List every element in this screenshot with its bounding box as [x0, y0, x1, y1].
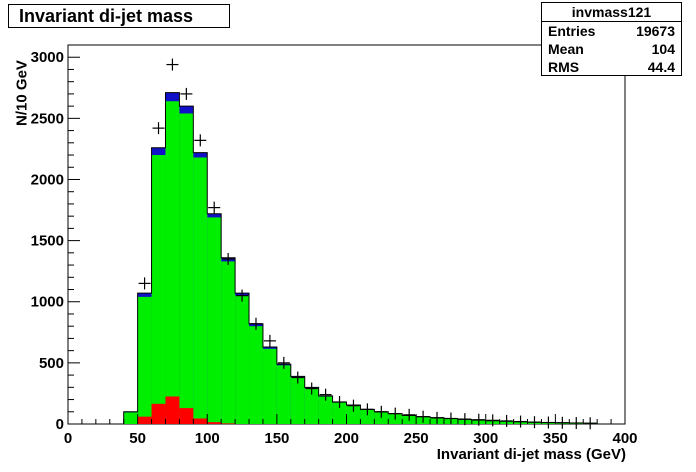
data-point-marker [263, 334, 276, 347]
data-point-marker [528, 416, 541, 429]
data-point-marker [542, 416, 555, 429]
bar-green [304, 388, 319, 424]
data-point-marker [361, 403, 374, 416]
data-point-marker [570, 417, 583, 430]
bar-red [207, 422, 222, 424]
data-point-marker [222, 252, 235, 265]
x-axis-label: Invariant di-jet mass (GeV) [436, 446, 626, 463]
x-tick-label: 200 [334, 430, 359, 447]
stats-entries-row: Entries 19673 [542, 22, 681, 40]
data-point-marker [138, 277, 151, 290]
y-tick-label: 2500 [31, 110, 64, 127]
data-point-marker [431, 411, 444, 424]
bar-green [137, 296, 152, 424]
y-axis-label-wrap: N/10 GeV [12, 38, 32, 148]
data-point-marker [152, 122, 165, 135]
data-point-marker [584, 417, 597, 430]
bar-red [137, 416, 152, 424]
stats-box: invmass121 Entries 19673 Mean 104 RMS 44… [541, 2, 682, 76]
data-point-marker [347, 399, 360, 412]
bar-red [165, 396, 180, 424]
chart-title: Invariant di-jet mass [8, 4, 230, 28]
stats-mean-label: Mean [548, 41, 584, 57]
y-tick-label: 500 [39, 355, 64, 372]
x-tick-label: 100 [195, 430, 220, 447]
bar-red [179, 408, 194, 424]
histogram-bars [123, 92, 598, 425]
data-point-marker [403, 408, 416, 421]
bar-green [332, 402, 347, 424]
data-point-marker [180, 87, 193, 100]
data-point-marker [305, 382, 318, 395]
bar-green [262, 348, 277, 424]
y-tick-label: 1500 [31, 233, 64, 250]
stats-rms-row: RMS 44.4 [542, 58, 681, 76]
bar-green [151, 155, 166, 424]
bar-green [290, 377, 305, 424]
bar-green [193, 157, 208, 424]
x-tick-label: 150 [264, 430, 289, 447]
data-point-marker [291, 371, 304, 384]
y-tick-label: 2000 [31, 171, 64, 188]
y-axis-label: N/10 GeV [13, 60, 31, 126]
data-markers [138, 58, 597, 430]
data-point-marker [514, 415, 527, 428]
x-tick-label: 250 [404, 430, 429, 447]
stats-rms-label: RMS [548, 59, 580, 75]
x-tick-label: 0 [64, 430, 72, 447]
bar-green [235, 295, 250, 424]
y-tick-label: 1000 [31, 294, 64, 311]
bar-green [360, 409, 375, 424]
data-point-marker [500, 414, 513, 427]
data-point-marker [236, 289, 249, 302]
bar-green [249, 326, 263, 424]
axes: 0 50 100 150 200 250 300 350 400 0 500 1000 1500 2000… [31, 44, 638, 447]
x-tick-label: 300 [473, 430, 498, 447]
data-point-marker [556, 416, 569, 429]
bar-red [151, 403, 166, 424]
y-tick-label: 3000 [31, 49, 64, 66]
bar-red [193, 418, 208, 424]
data-point-marker [166, 58, 179, 71]
x-tick-label: 350 [543, 430, 568, 447]
x-tick-label: 400 [612, 430, 637, 447]
bar-green [318, 396, 333, 424]
stats-name: invmass121 [542, 3, 681, 22]
bar-red [221, 423, 236, 424]
bar-green [346, 405, 361, 424]
bar-green [179, 113, 194, 425]
data-point-marker [194, 134, 207, 147]
stats-mean-value: 104 [651, 41, 675, 57]
data-point-marker [375, 405, 388, 418]
stats-entries-label: Entries [548, 23, 596, 39]
data-point-marker [333, 395, 346, 408]
stats-rms-value: 44.4 [647, 59, 675, 75]
data-point-marker [458, 413, 471, 426]
data-point-marker [208, 201, 221, 214]
data-point-marker [277, 356, 290, 369]
data-point-marker [472, 413, 485, 426]
y-tick-label: 0 [56, 416, 64, 433]
bar-green [276, 365, 291, 424]
bar-green [221, 261, 236, 424]
bar-green [165, 101, 180, 424]
bar-green [207, 217, 222, 424]
bar-green [374, 412, 389, 424]
data-point-marker [249, 317, 262, 330]
bar-green [123, 412, 138, 424]
data-point-marker [319, 388, 332, 401]
stats-mean-row: Mean 104 [542, 40, 681, 58]
stats-entries-value: 19673 [636, 23, 675, 39]
data-point-marker [444, 412, 457, 425]
data-point-marker [417, 410, 430, 423]
x-tick-label: 50 [129, 430, 146, 447]
data-point-marker [389, 407, 402, 420]
data-point-marker [486, 414, 499, 427]
